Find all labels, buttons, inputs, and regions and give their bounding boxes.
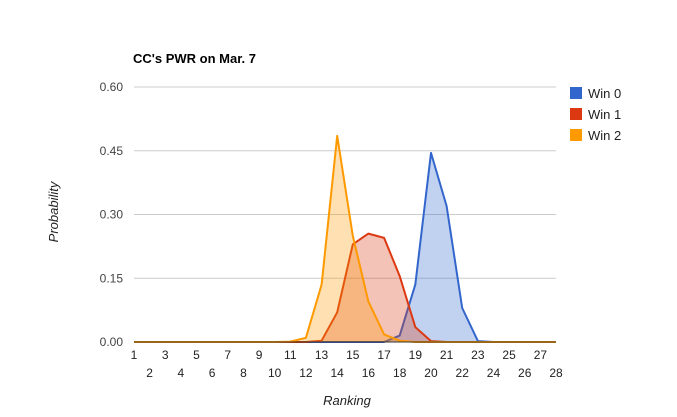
x-tick-label: 22 [456,366,470,380]
series-area-win-0 [134,152,556,342]
y-axis-label: Probability [46,180,61,242]
x-tick-label: 15 [346,348,360,362]
x-tick-label: 28 [549,366,563,380]
series-areas [134,134,556,343]
x-tick-label: 17 [377,348,391,362]
legend-swatch-win-1 [570,108,582,120]
series-area-win-1 [134,233,556,342]
legend-label-win-1: Win 1 [588,107,621,122]
x-tick-label: 14 [331,366,345,380]
y-tick-label: 0.15 [100,271,124,285]
y-tick-label: 0.45 [100,144,124,158]
x-tick-label: 23 [471,348,485,362]
x-tick-label: 2 [146,366,153,380]
y-tick-label: 0.60 [100,80,124,94]
x-axis-label: Ranking [323,393,371,408]
x-tick-label: 12 [299,366,313,380]
chart-title: CC's PWR on Mar. 7 [133,51,256,66]
y-tick-label: 0.30 [100,208,124,222]
x-tick-label: 13 [315,348,329,362]
legend-label-win-2: Win 2 [588,128,621,143]
x-tick-label: 4 [178,366,185,380]
x-tick-label: 5 [193,348,200,362]
x-tick-label: 10 [268,366,282,380]
x-tick-label: 9 [256,348,263,362]
axes: 0.000.150.300.450.6012345678910111213141… [100,80,563,380]
x-tick-label: 20 [424,366,438,380]
x-tick-label: 8 [240,366,247,380]
x-tick-label: 26 [518,366,532,380]
y-tick-label: 0.00 [100,335,124,349]
legend-swatch-win-0 [570,87,582,99]
x-tick-label: 21 [440,348,454,362]
x-tick-label: 11 [284,348,297,362]
series-area-win-2 [134,135,556,342]
x-tick-label: 18 [393,366,407,380]
legend-swatch-win-2 [570,129,582,141]
x-tick-label: 1 [131,348,138,362]
x-tick-label: 19 [409,348,423,362]
legend-label-win-0: Win 0 [588,86,621,101]
x-tick-label: 7 [224,348,231,362]
legend: Win 0 Win 1 Win 2 [570,86,621,143]
x-tick-label: 27 [534,348,548,362]
x-tick-label: 3 [162,348,169,362]
x-tick-label: 24 [487,366,501,380]
x-tick-label: 6 [209,366,216,380]
x-tick-label: 25 [502,348,516,362]
x-tick-label: 16 [362,366,376,380]
